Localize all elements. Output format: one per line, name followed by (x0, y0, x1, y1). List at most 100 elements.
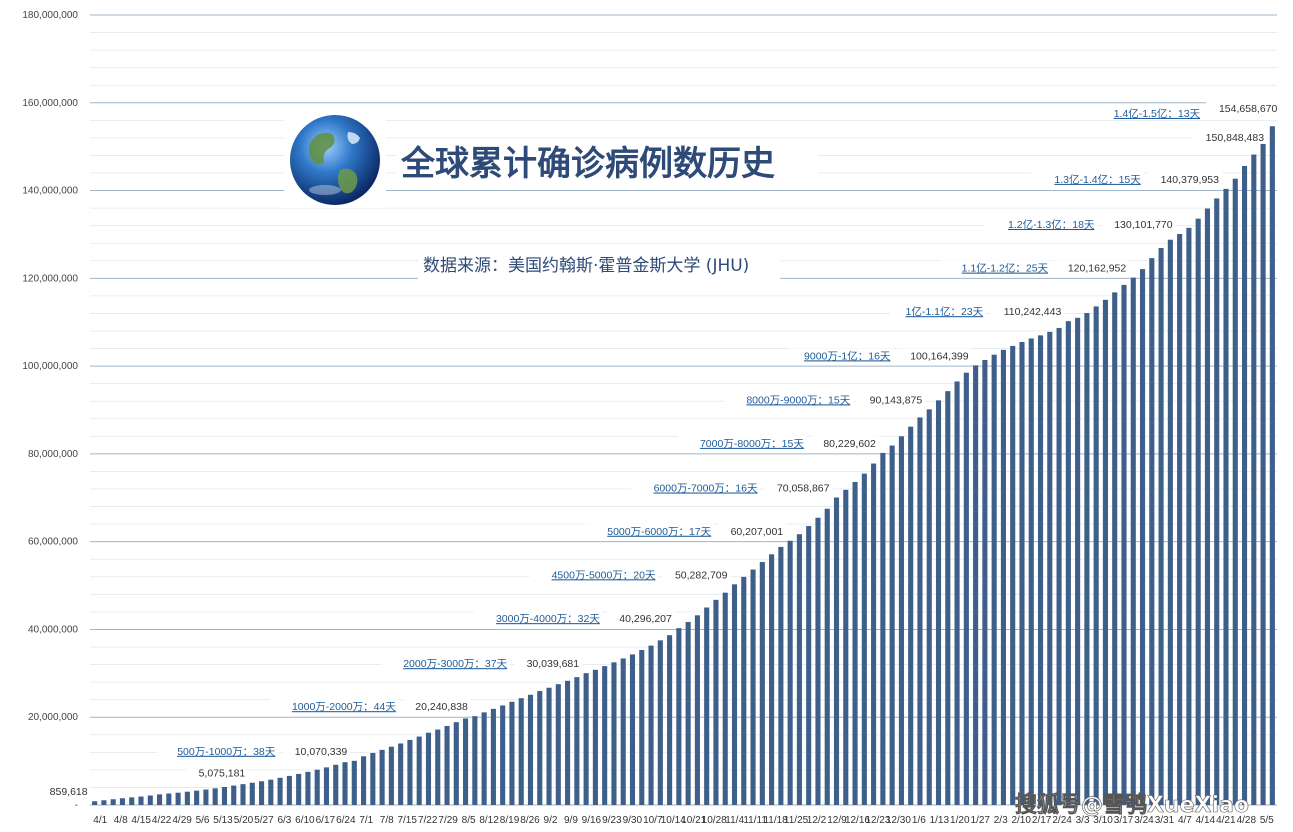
bar (555, 684, 561, 805)
x-axis: 4/1 4/8 4/15 4/22 4/29 5/6 5/13 5/20 5/27 6/3 6/10… (93, 815, 1274, 826)
bar (917, 417, 923, 805)
bar (657, 640, 663, 805)
bar (240, 784, 246, 805)
value-label: 5,075,181 (199, 768, 246, 780)
x-tick-label: 4/28 (1237, 815, 1257, 826)
milestone-annotation: 1.1亿-1.2亿：25天 (962, 262, 1049, 275)
x-tick-label: 5/27 (254, 815, 274, 826)
x-tick-label: 4/1 (93, 815, 107, 826)
x-tick-label: 1/20 (950, 815, 970, 826)
bar (1241, 165, 1248, 805)
bar (361, 756, 367, 805)
earth-globe-icon (284, 112, 386, 208)
watermark: 搜狐号@雪鸮XueXiao (1015, 792, 1249, 818)
bar (342, 762, 348, 805)
value-label: 10,070,339 (295, 746, 348, 758)
value-label-bg (514, 656, 583, 671)
milestone-bg (631, 480, 761, 495)
bar (305, 771, 311, 805)
bar (945, 391, 951, 805)
bar (1102, 299, 1108, 805)
bar (351, 760, 357, 805)
milestone-bg (789, 348, 894, 363)
value-label: 80,229,602 (823, 438, 876, 450)
milestone-bg (938, 260, 1052, 275)
x-tick-label: 10/14 (661, 815, 686, 826)
y-tick-label: 120,000,000 (22, 273, 78, 284)
bar (1269, 126, 1275, 806)
bar (259, 781, 265, 805)
bar (620, 658, 626, 805)
bar (184, 791, 190, 805)
x-tick-label: 10/7 (643, 815, 663, 826)
y-tick-label: 100,000,000 (22, 361, 78, 372)
bar (527, 694, 534, 805)
milestone-annotation: 9000万-1亿：16天 (804, 349, 891, 362)
x-tick-label: 11/4 (725, 815, 744, 826)
milestone-annotation: 6000万-7000万：16天 (654, 483, 758, 495)
x-tick-label: 9/2 (544, 815, 558, 826)
x-tick-label: 7/15 (397, 815, 417, 826)
value-label-bg (606, 611, 675, 626)
milestone-annotation: 8000万-9000万：15天 (746, 394, 850, 406)
bar (138, 796, 144, 805)
milestone-annotation: 4500万-5000万：20天 (552, 569, 656, 581)
bar (824, 508, 830, 805)
value-label: 90,143,875 (870, 394, 923, 406)
bar (1177, 233, 1183, 805)
bar (741, 576, 747, 805)
milestone-bg (473, 611, 603, 626)
bar (453, 722, 459, 805)
bar (1065, 321, 1071, 805)
bar (157, 794, 163, 805)
bar (546, 687, 552, 805)
bar (388, 746, 394, 805)
bar (231, 785, 237, 805)
bar (935, 400, 942, 805)
x-tick-label: 4/21 (1216, 815, 1236, 826)
y-tick-label: 40,000,000 (28, 624, 78, 635)
bar (806, 526, 812, 805)
bar (537, 691, 543, 805)
milestone-bg (585, 523, 715, 538)
bar (481, 712, 487, 805)
bar (676, 628, 682, 805)
chart-subtitle: 数据来源：美国约翰斯·霍普金斯大学 (JHU) (423, 256, 749, 276)
bar (833, 497, 840, 805)
bar (221, 787, 228, 805)
x-tick-label: 2/17 (1032, 815, 1052, 826)
bar (212, 788, 218, 805)
x-tick-label: 4/15 (131, 815, 151, 826)
bar (704, 607, 710, 805)
value-label-bg (810, 435, 879, 450)
milestone-bg (157, 743, 279, 758)
milestone-annotation: 1.2亿-1.3亿：18天 (1008, 218, 1095, 231)
value-label-bg (1192, 129, 1268, 144)
bar (333, 764, 339, 805)
value-label: 140,379,953 (1161, 174, 1220, 186)
bar (490, 708, 496, 805)
milestone-bg (1090, 105, 1204, 120)
bar (592, 669, 598, 805)
bar (898, 436, 904, 805)
milestone-annotation: 5000万-6000万：17天 (607, 526, 711, 538)
value-label-bg (1055, 260, 1130, 275)
bar (129, 797, 135, 805)
value-label-bg (718, 523, 787, 538)
bar (1028, 338, 1034, 805)
milestone-annotation: 7000万-8000万：15天 (700, 438, 804, 450)
bar (370, 752, 376, 805)
bar (1093, 306, 1099, 805)
x-tick-label: 4/29 (172, 815, 192, 826)
value-label-bg (764, 480, 833, 495)
milestone-bg (1031, 171, 1144, 186)
x-tick-label: 2/3 (994, 815, 1008, 826)
x-tick-label: 10/28 (702, 815, 727, 826)
bar (954, 381, 960, 805)
bar (574, 677, 580, 805)
chart-title: 全球累计确诊病例数历史 (400, 144, 775, 184)
value-label: 100,164,399 (910, 350, 969, 362)
x-tick-label: 4/8 (114, 815, 128, 826)
gridlines (90, 14, 1277, 806)
y-tick-label: 160,000,000 (22, 98, 78, 109)
